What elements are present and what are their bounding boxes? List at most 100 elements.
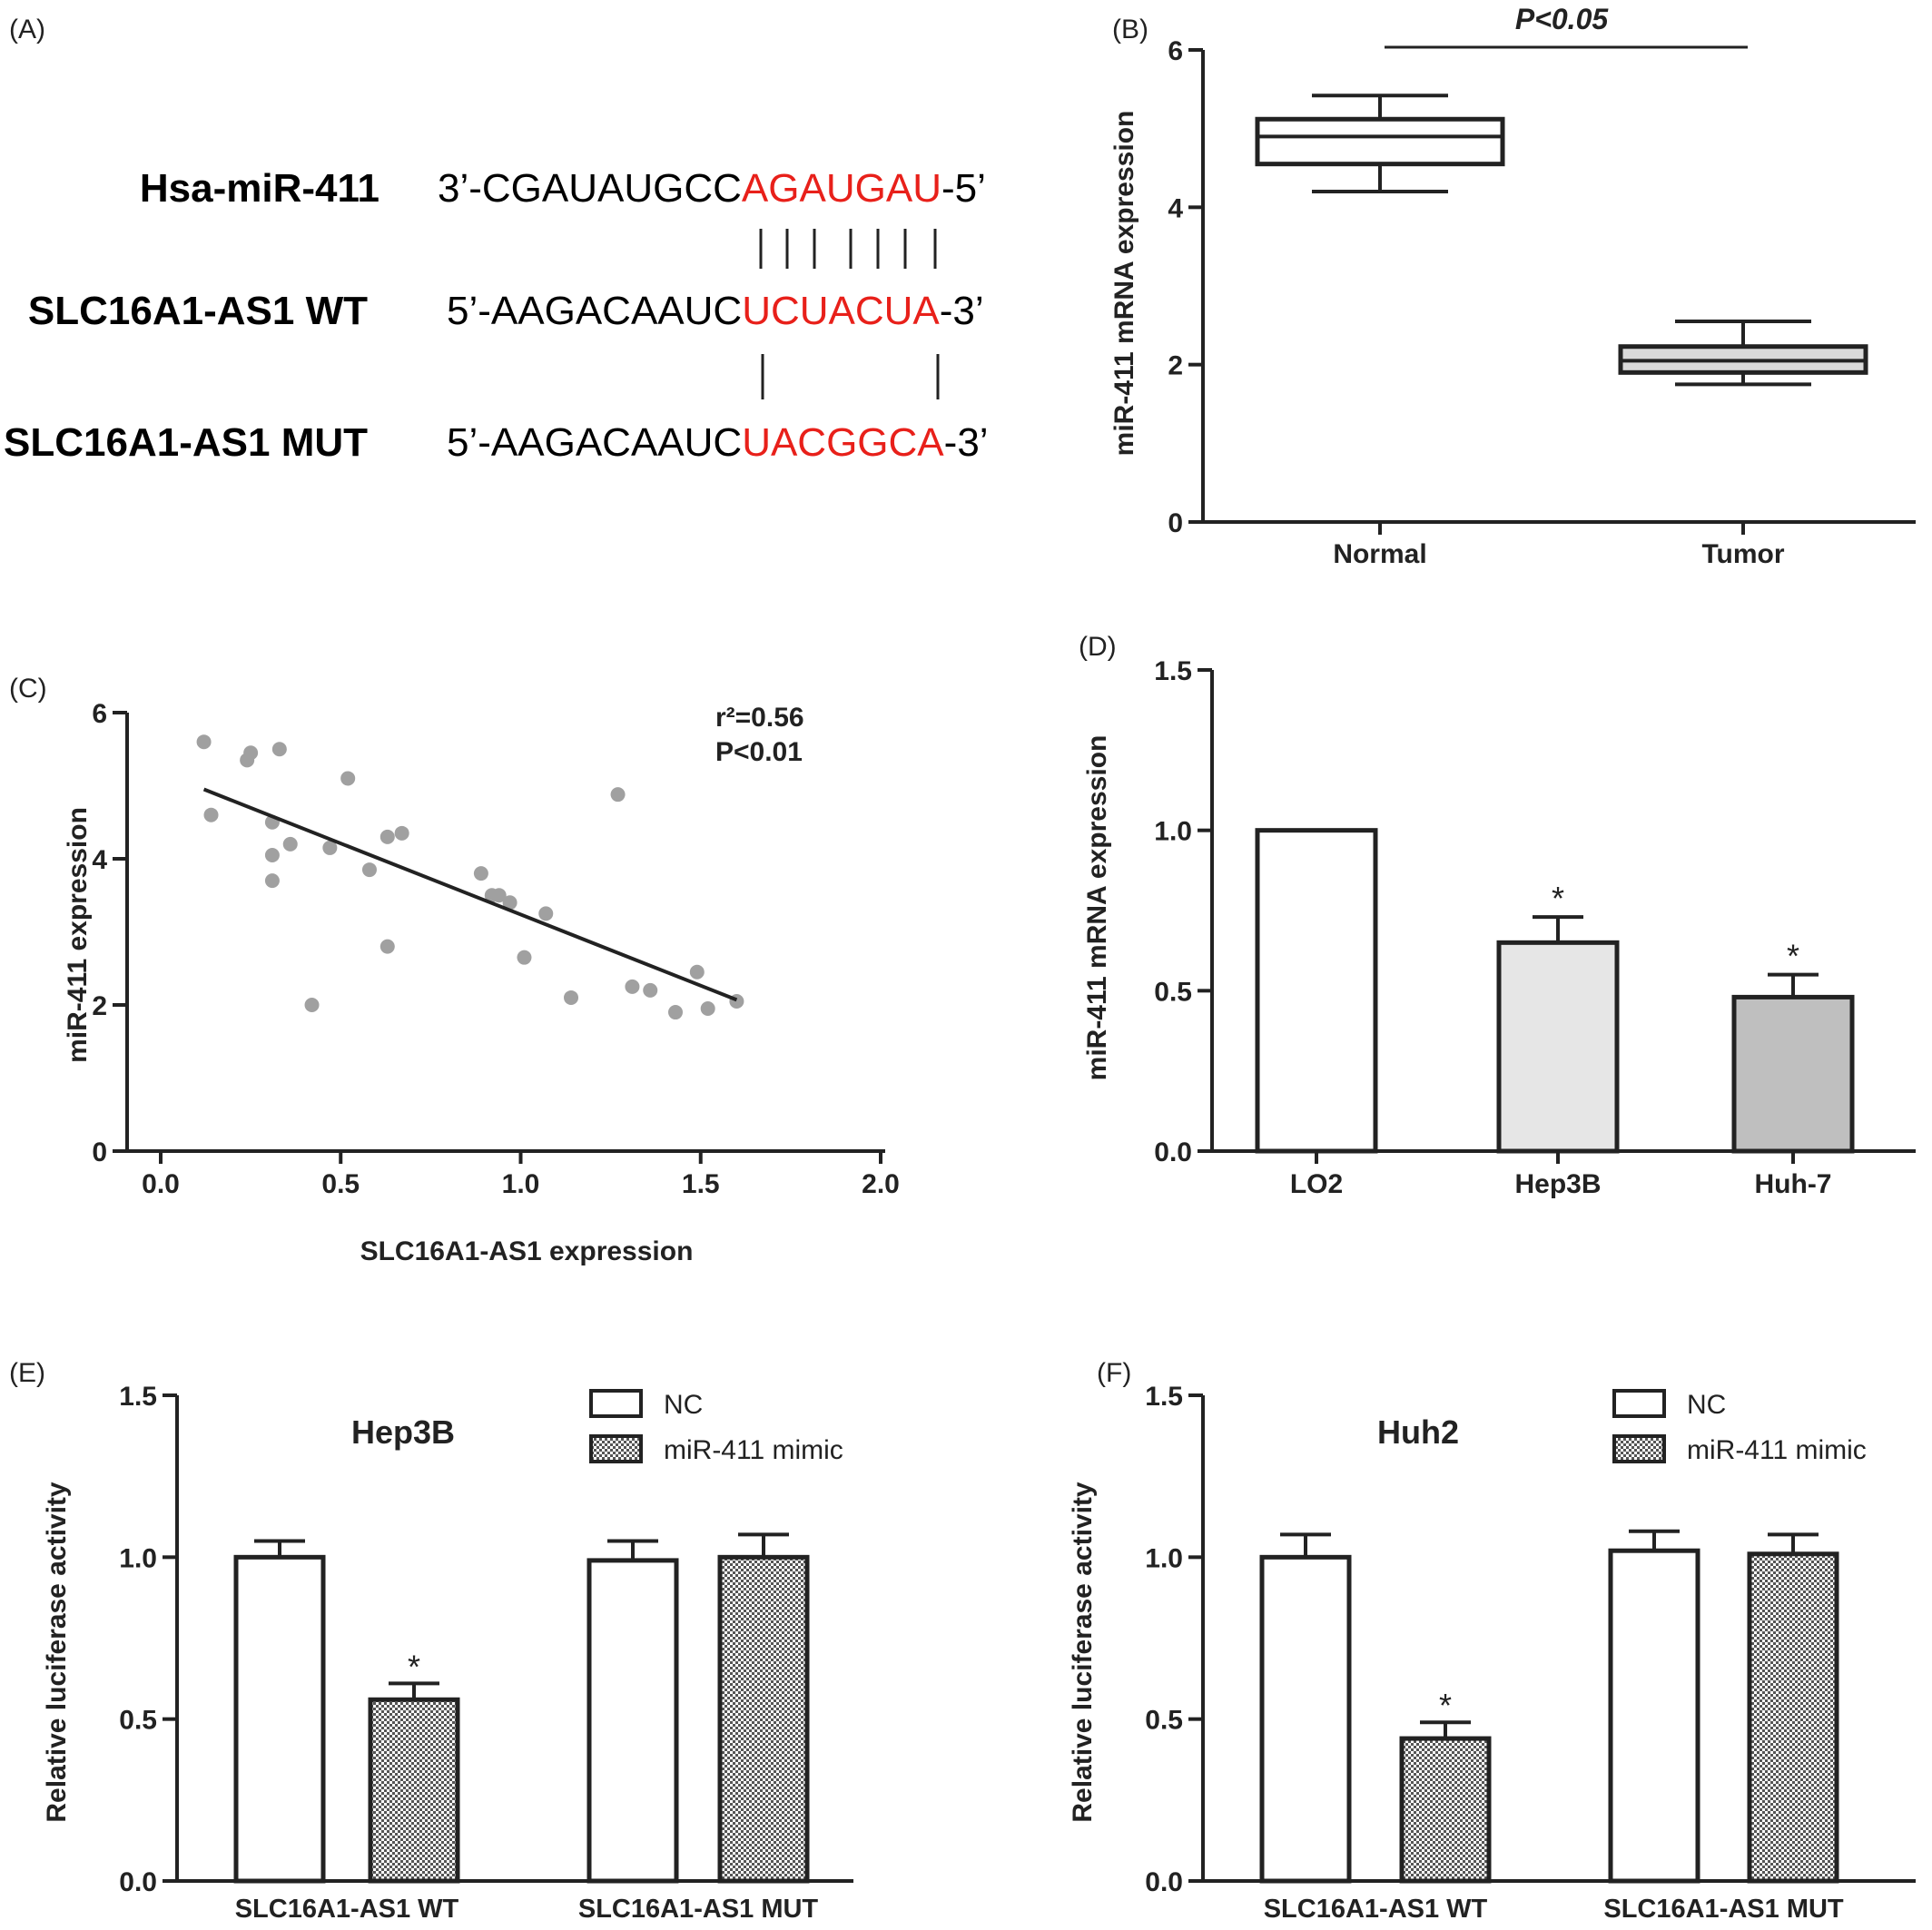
row-name-mirna: Hsa-miR-411 <box>140 166 380 211</box>
data-point <box>282 836 298 852</box>
significance-label: P<0.05 <box>1515 3 1610 35</box>
x-axis-title: SLC16A1-AS1 expression <box>360 1236 694 1266</box>
y-tick-label: 1.5 <box>119 1382 157 1412</box>
legend-swatch <box>1612 1434 1666 1463</box>
significance-star: * <box>1552 880 1564 917</box>
y-tick-label: 0 <box>92 1137 107 1167</box>
seq-highlight: UCUACUA <box>742 289 940 333</box>
seq-suffix: -5’ <box>941 166 986 211</box>
regression-line <box>202 787 738 1002</box>
data-point <box>473 866 488 881</box>
x-tick-label: Normal <box>1333 539 1426 569</box>
x-tick-label: 2.0 <box>862 1169 900 1199</box>
data-point <box>394 825 409 841</box>
bar <box>1255 828 1378 1154</box>
bar <box>1608 1548 1700 1884</box>
data-point <box>502 895 518 911</box>
y-tick-label: 1.5 <box>1145 1382 1183 1412</box>
x-tick-label: SLC16A1-AS1 MUT <box>578 1895 819 1924</box>
data-point <box>700 1001 715 1017</box>
seq-highlight: AGAUGAU <box>742 166 941 211</box>
bar <box>717 1554 810 1884</box>
x-tick-label: Tumor <box>1701 539 1784 569</box>
x-tick-label: 0.5 <box>321 1169 360 1199</box>
legend-label: miR-411 mimic <box>664 1435 843 1465</box>
panel-label-a: (A) <box>9 15 45 44</box>
legend-swatch <box>1612 1389 1666 1418</box>
data-point <box>643 982 658 998</box>
y-tick-label: 0.5 <box>119 1706 157 1736</box>
y-tick-label: 2 <box>92 991 107 1021</box>
data-point <box>380 939 395 954</box>
bar <box>1747 1551 1839 1884</box>
data-point <box>380 829 395 844</box>
row-name-mut: SLC16A1-AS1 MUT <box>4 420 368 465</box>
seq-highlight: UACGGCA <box>742 420 944 465</box>
y-tick-label: 0 <box>1168 508 1183 538</box>
y-axis-title: Relative luciferase activity <box>1068 1482 1098 1823</box>
data-point <box>196 734 212 750</box>
row-name-wt: SLC16A1-AS1 WT <box>28 289 368 333</box>
data-point <box>564 990 579 1005</box>
sequence-wt: 5’-AAGACAAUCUCUACUA-3’ <box>447 289 984 333</box>
y-axis-title: miR-411 mRNA expression <box>1109 111 1139 457</box>
y-tick-label: 1.0 <box>1154 817 1192 847</box>
bar <box>1259 1554 1352 1884</box>
panel-label-e: (E) <box>9 1358 45 1388</box>
x-tick-label: SLC16A1-AS1 WT <box>235 1895 459 1924</box>
seq-prefix: 5’-AAGACAAUC <box>447 289 742 333</box>
y-tick-label: 0.5 <box>1154 977 1192 1007</box>
y-axis-title: Relative luciferase activity <box>42 1482 72 1823</box>
y-tick-label: 1.0 <box>1145 1543 1183 1573</box>
data-point <box>667 1005 683 1020</box>
bar <box>1496 940 1620 1154</box>
y-tick-label: 2 <box>1168 351 1183 381</box>
significance-star: * <box>1439 1687 1452 1724</box>
bar <box>368 1697 460 1884</box>
x-tick-label: Huh-7 <box>1755 1169 1832 1199</box>
y-tick-label: 0.0 <box>1154 1137 1192 1167</box>
seq-prefix: 3’-CGAUAUGCC <box>438 166 742 211</box>
y-tick-label: 1.5 <box>1154 656 1192 686</box>
r-squared-label: r²=0.56 <box>715 703 804 733</box>
legend-label: NC <box>664 1390 703 1420</box>
data-point <box>322 840 338 855</box>
bar <box>1731 994 1855 1154</box>
y-tick-label: 4 <box>1168 193 1183 223</box>
data-point <box>243 745 259 761</box>
significance-star: * <box>408 1648 420 1685</box>
sequence-mirna: 3’-CGAUAUGCCAGAUGAU-5’ <box>438 166 986 211</box>
x-tick-label: SLC16A1-AS1 MUT <box>1603 1895 1844 1924</box>
data-point <box>491 888 507 903</box>
data-point <box>264 873 280 889</box>
chart-c: 0 2 4 6 0.0 0.5 1.0 1.5 2.0 r²=0.56 P<0.01 SLC16A1-… <box>63 699 900 1266</box>
x-tick-label: 1.0 <box>502 1169 540 1199</box>
data-point <box>538 906 554 921</box>
chart-title: Huh2 <box>1377 1413 1459 1451</box>
seq-prefix: 5’-AAGACAAUC <box>447 420 742 465</box>
y-tick-label: 0.0 <box>119 1867 157 1897</box>
x-tick-label: LO2 <box>1290 1169 1343 1199</box>
y-tick-label: 0.0 <box>1145 1867 1183 1897</box>
panel-label-f: (F) <box>1097 1358 1131 1388</box>
y-tick-label: 0.5 <box>1145 1706 1183 1736</box>
panel-label-c: (C) <box>9 674 47 704</box>
y-tick-label: 6 <box>92 699 107 729</box>
base-pair-lines <box>759 229 940 399</box>
data-point <box>625 979 640 994</box>
data-point <box>271 742 287 757</box>
panel-label-b: (B) <box>1112 15 1148 44</box>
data-point <box>361 862 377 878</box>
data-point <box>340 771 356 786</box>
y-tick-label: 4 <box>92 845 107 875</box>
x-tick-label: SLC16A1-AS1 WT <box>1264 1895 1488 1924</box>
legend-swatch <box>589 1389 643 1418</box>
sequence-mut: 5’-AAGACAAUCUACGGCA-3’ <box>447 420 989 465</box>
p-value-label: P<0.01 <box>715 737 803 767</box>
y-tick-label: 6 <box>1168 36 1183 66</box>
chart-e: 0.0 0.5 1.0 1.5 * SLC16A1-AS1 WT SLC16A1-AS1 M… <box>42 1382 853 1924</box>
data-point <box>517 950 532 965</box>
data-point <box>689 964 705 980</box>
x-tick-label: 1.5 <box>682 1169 720 1199</box>
